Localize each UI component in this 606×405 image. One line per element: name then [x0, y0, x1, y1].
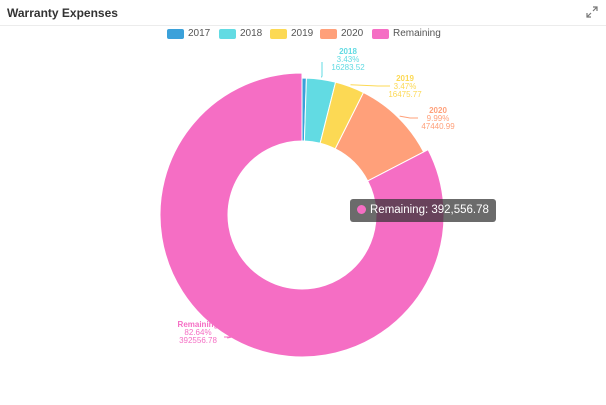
- legend-swatch-2017: [167, 29, 184, 39]
- legend-swatch-2020: [320, 29, 337, 39]
- leader-line-2020: [399, 115, 418, 119]
- tooltip-marker-icon: [357, 205, 366, 214]
- legend-label-2018: 2018: [240, 28, 263, 39]
- data-label-2018-name: 2018: [339, 47, 357, 56]
- data-label-remaining-value: 392556.78: [179, 336, 217, 345]
- data-label-2018-value: 16283.52: [331, 63, 365, 72]
- leader-line-2019: [350, 84, 390, 87]
- slice-remaining[interactable]: [159, 72, 445, 358]
- legend-swatch-2018: [219, 29, 236, 39]
- data-label-2020-name: 2020: [429, 106, 447, 115]
- data-label-2020-value: 47440.99: [421, 122, 455, 131]
- legend-swatch-remaining: [372, 29, 389, 39]
- panel-title: Warranty Expenses: [7, 6, 118, 20]
- chart-tooltip: Remaining: 392,556.78: [350, 199, 496, 222]
- legend-label-2017: 2017: [188, 28, 211, 39]
- legend-label-2019: 2019: [291, 28, 314, 39]
- data-label-remaining-percent: 82.64%: [184, 328, 211, 337]
- legend-label-2020: 2020: [341, 28, 364, 39]
- data-label-2019-percent: 3.47%: [394, 82, 417, 91]
- data-label-2019-value: 16475.77: [388, 90, 422, 99]
- data-label-2019-name: 2019: [396, 74, 414, 83]
- chart-legend: 2017 2018 2019 2020 Remaining: [0, 27, 606, 43]
- leader-line-remaining: [224, 336, 233, 339]
- tooltip-text: Remaining: 392,556.78: [370, 204, 489, 216]
- legend-label-remaining: Remaining: [393, 28, 441, 39]
- legend-swatch-2019: [270, 29, 287, 39]
- data-label-remaining-name: Remaining: [178, 320, 219, 329]
- panel-header: Warranty Expenses: [0, 0, 606, 26]
- data-label-2020-percent: 9.99%: [427, 114, 450, 123]
- leader-line-2018: [320, 62, 323, 78]
- expand-icon[interactable]: [586, 5, 598, 18]
- data-label-2018-percent: 3.43%: [337, 55, 360, 64]
